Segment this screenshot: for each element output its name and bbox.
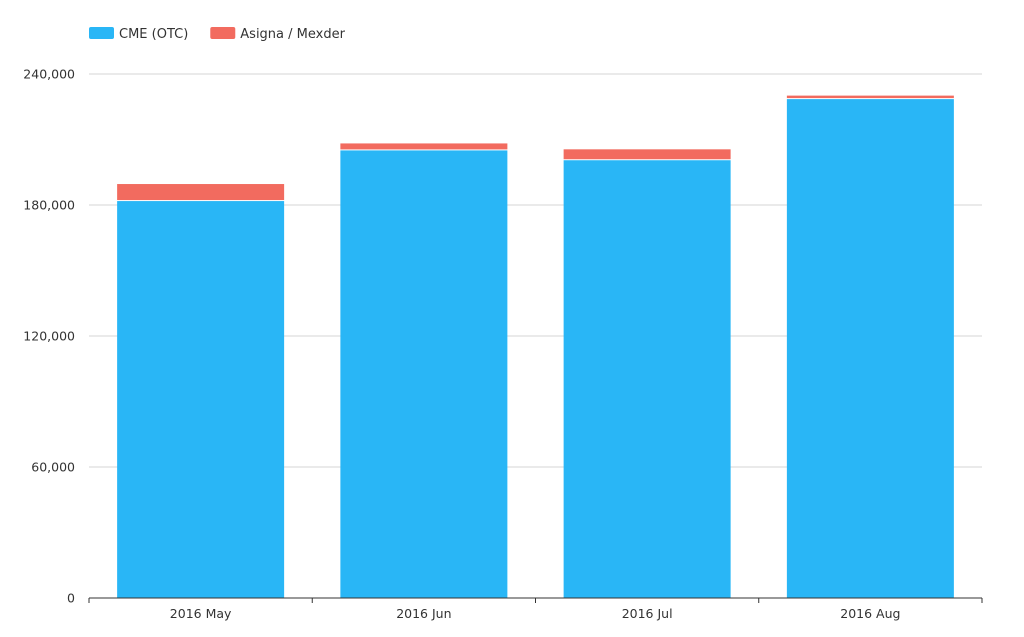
y-tick-label: 60,000 (31, 460, 75, 475)
y-tick-label: 240,000 (23, 67, 75, 82)
bar-asigna-mexder-0[interactable] (117, 184, 285, 201)
y-tick-label: 0 (67, 591, 75, 606)
legend: CME (OTC) Asigna / Mexder (89, 27, 346, 42)
legend-label-0[interactable]: CME (OTC) (119, 27, 188, 42)
x-tick-label: 2016 May (170, 606, 232, 621)
x-tick-label: 2016 Aug (840, 606, 900, 621)
x-tick-label: 2016 Jun (396, 606, 451, 621)
bar-cme-otc-3[interactable] (786, 99, 954, 598)
bar-asigna-mexder-3[interactable] (786, 95, 954, 99)
bar-cme-otc-1[interactable] (340, 150, 508, 598)
y-tick-label: 180,000 (23, 198, 75, 213)
bar-asigna-mexder-2[interactable] (563, 149, 731, 160)
axes: 0 60,000 120,000 180,000 240,000 2016 May 2016… (23, 67, 983, 621)
y-tick-label: 120,000 (23, 329, 75, 344)
x-tick-label: 2016 Jul (622, 606, 673, 621)
legend-label-1[interactable]: Asigna / Mexder (240, 27, 345, 42)
bar-cme-otc-2[interactable] (563, 160, 731, 598)
legend-swatch-1[interactable] (210, 27, 236, 39)
bar-cme-otc-0[interactable] (117, 201, 285, 598)
bars (117, 95, 954, 598)
legend-swatch-0[interactable] (89, 27, 114, 39)
bar-asigna-mexder-1[interactable] (340, 143, 508, 150)
